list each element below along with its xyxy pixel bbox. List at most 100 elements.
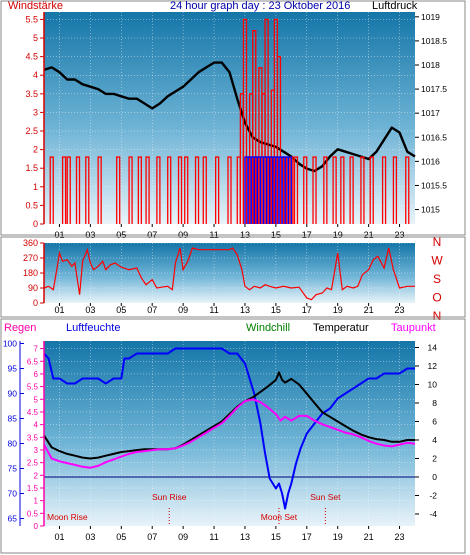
x-tick-label: 13	[240, 230, 250, 240]
x-tick-label: 01	[54, 230, 64, 240]
pressure-tick-label: 1018	[421, 60, 440, 70]
wind-spike	[332, 156, 337, 224]
x-tick-label: 17	[302, 230, 312, 240]
event-label: Moon Rise	[47, 512, 88, 522]
wind-spike	[49, 156, 54, 224]
direction-tick-label: 90	[28, 283, 38, 293]
chart-title: 24 hour graph day : 23 Oktober 2016	[170, 0, 350, 12]
rain-tick-label: 5	[34, 395, 39, 404]
pressure-tick-label: 1019	[421, 12, 440, 22]
wind-spike	[369, 156, 374, 224]
pressure-tick-label: 1018.5	[421, 36, 447, 46]
x-tick-label: 09	[178, 230, 188, 240]
wind-spike	[194, 156, 200, 224]
x-tick-label: 23	[395, 305, 405, 315]
pressure-line	[43, 61, 416, 173]
wind-spike	[276, 55, 282, 224]
wind-spike	[293, 156, 299, 224]
x-tick-label: 19	[333, 230, 343, 240]
pressure-tick-label: 1016.5	[421, 132, 447, 142]
wind-spike	[61, 156, 67, 224]
compass-label: N	[433, 309, 442, 323]
wind-spike	[264, 18, 269, 224]
x-tick-label: 21	[364, 230, 374, 240]
rain-tick-label: 0	[34, 522, 39, 531]
x-tick-label: 19	[333, 532, 343, 542]
wind-spike	[145, 156, 150, 224]
wind-tick-label: 3.5	[25, 89, 38, 99]
pressure-tick-label: 1017	[421, 108, 440, 118]
wind-tick-label: 1	[33, 182, 38, 192]
wind-tick-label: 4.5	[25, 52, 38, 62]
temp-tick-label: 12	[428, 361, 438, 371]
x-tick-label: 01	[54, 305, 64, 315]
x-tick-label: 19	[333, 305, 343, 315]
x-tick-label: 09	[178, 532, 188, 542]
direction-panel-frame	[0, 236, 466, 318]
x-tick-label: 03	[85, 305, 95, 315]
rain-tick-label: 4.5	[27, 408, 39, 417]
x-tick-label: 13	[240, 305, 250, 315]
compass-label: N	[433, 235, 442, 249]
wind-spike	[360, 156, 365, 224]
x-tick-label: 05	[116, 230, 126, 240]
x-tick-label: 07	[147, 305, 157, 315]
x-tick-label: 09	[178, 305, 188, 315]
wind-spike	[202, 156, 207, 224]
x-tick-label: 17	[302, 532, 312, 542]
humidity-tick-label: 95	[8, 364, 18, 374]
x-tick-label: 21	[364, 532, 374, 542]
temperature-panel-frame	[0, 318, 466, 554]
dewpoint-line	[43, 398, 416, 469]
x-tick-label: 01	[54, 532, 64, 542]
wind-tick-label: 4	[33, 70, 38, 80]
temp-tick-label: -2	[429, 490, 437, 500]
wind-spike	[287, 156, 292, 224]
wind-spike	[128, 156, 133, 224]
x-tick-label: 21	[364, 305, 374, 315]
wind-strength-label: Windstärke	[8, 0, 63, 12]
x-tick-label: 23	[395, 532, 405, 542]
rain-tick-label: 5.5	[27, 383, 39, 392]
rain-tick-label: 0.5	[27, 509, 39, 518]
wind-tick-label: 2.5	[25, 126, 38, 136]
rain-tick-label: 7	[34, 345, 39, 354]
wind-spike	[340, 156, 345, 224]
wind-spike	[137, 156, 142, 224]
x-tick-label: 17	[302, 305, 312, 315]
wind-direction-line	[43, 247, 415, 301]
x-tick-label: 23	[395, 230, 405, 240]
dewpoint-label: Taupunkt	[391, 322, 436, 334]
wind-spike	[66, 156, 71, 224]
rain-tick-label: 6.5	[27, 357, 39, 366]
event-label: Sun Set	[310, 492, 341, 502]
temp-tick-label: 0	[432, 472, 437, 482]
direction-tick-label: 360	[23, 238, 38, 248]
wind-tick-label: 2	[33, 145, 38, 155]
temp-tick-label: 10	[428, 379, 438, 389]
pressure-plot-area	[44, 12, 415, 224]
wind-spike	[405, 156, 410, 224]
wind-spike	[323, 156, 328, 224]
wind-spike	[85, 156, 90, 224]
wind-tick-label: 0	[33, 219, 38, 229]
compass-label: O	[432, 291, 441, 305]
rain-tick-label: 1.5	[27, 484, 39, 493]
pressure-panel-frame	[0, 0, 466, 236]
temp-tick-label: 2	[432, 453, 437, 463]
wind-spike	[242, 18, 248, 224]
pressure-tick-label: 1015.5	[421, 180, 447, 190]
wind-tick-label: 1.5	[25, 163, 38, 173]
temperature-label: Temperatur	[313, 322, 369, 334]
x-tick-label: 11	[209, 230, 218, 240]
event-label: Sun Rise	[152, 492, 187, 502]
x-tick-label: 07	[147, 532, 157, 542]
temp-tick-label: -4	[429, 509, 437, 519]
wind-spike	[214, 156, 220, 224]
rain-tick-label: 2	[34, 471, 39, 480]
wind-spike	[75, 156, 81, 224]
windchill-label: Windchill	[246, 322, 290, 334]
wind-spike	[167, 156, 172, 224]
event-label: Moon Set	[261, 512, 298, 522]
temp-tick-label: 14	[428, 342, 438, 352]
